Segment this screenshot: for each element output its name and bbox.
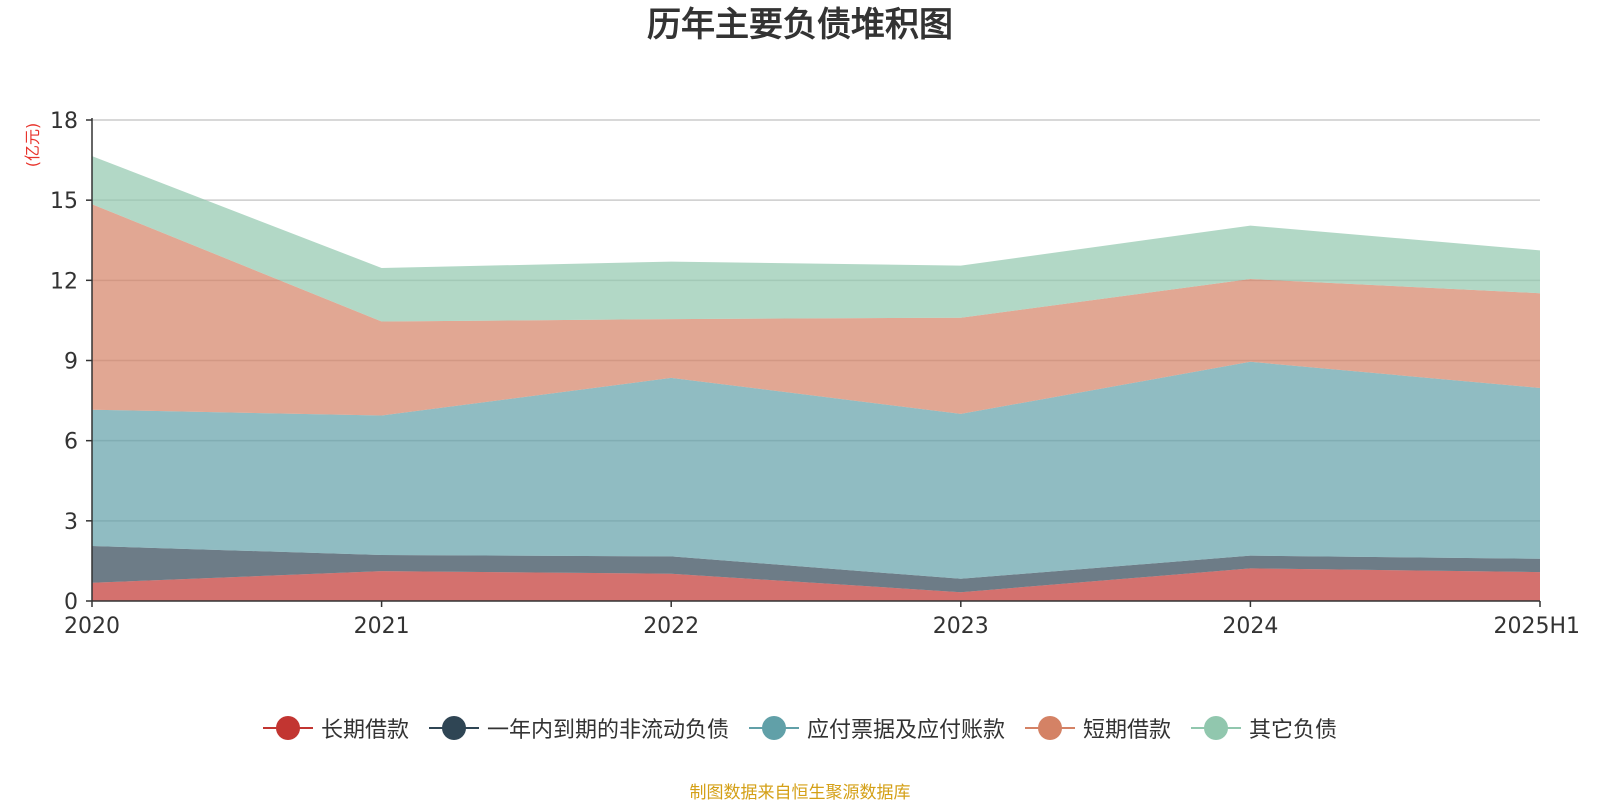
legend-marker-icon: [262, 715, 313, 741]
y-tick-label: 0: [64, 590, 78, 615]
legend-label: 短期借款: [1083, 718, 1172, 743]
legend: 长期借款 一年内到期的非流动负债 应付票据及应付账款 短期借款 其它负债: [0, 712, 1600, 744]
legend-label: 其它负债: [1249, 718, 1338, 743]
legend-item[interactable]: 一年内到期的非流动负债: [428, 712, 729, 744]
x-tick-label: 2024: [1222, 614, 1278, 639]
area-series-应付票据及应付账款: [92, 361, 1540, 579]
legend-item[interactable]: 短期借款: [1025, 712, 1171, 744]
axes: 0 3 6 9 12 15 18 2020 2021 2022 2023 2024 2025H1: [50, 109, 1580, 639]
legend-label: 应付票据及应付账款: [806, 718, 1005, 743]
y-tick-label: 12: [50, 269, 78, 294]
area-series: [92, 156, 1540, 601]
x-tick-label: 2021: [354, 614, 410, 639]
area-series-长期借款: [92, 568, 1540, 601]
y-axis-unit-label: (亿元): [23, 123, 42, 168]
area-series-短期借款: [92, 204, 1540, 416]
y-tick-label: 9: [64, 350, 78, 375]
legend-item[interactable]: 应付票据及应付账款: [748, 712, 1005, 744]
source-note: 制图数据来自恒生聚源数据库: [689, 783, 911, 803]
y-tick-label: 6: [64, 430, 78, 455]
x-tick-label: 2023: [933, 614, 989, 639]
legend-label: 长期借款: [320, 718, 409, 743]
legend-label: 一年内到期的非流动负债: [486, 718, 729, 743]
area-series-一年内到期的非流动负债: [92, 546, 1540, 593]
stacked-area-chart: 0 3 6 9 12 15 18 2020 2021 2022 2023 2024 2025H1 (亿元…: [23, 109, 1580, 639]
legend-marker-icon: [1191, 715, 1242, 741]
x-tick-label: 2025H1: [1493, 614, 1580, 639]
x-tick-label: 2020: [64, 614, 120, 639]
y-tick-label: 3: [64, 510, 78, 535]
area-series-其它负债: [92, 156, 1540, 322]
chart-title: 历年主要负债堆积图: [647, 5, 953, 45]
legend-marker-icon: [1025, 715, 1075, 741]
legend-marker-icon: [748, 715, 799, 741]
y-tick-label: 18: [50, 109, 78, 134]
x-tick-label: 2022: [643, 614, 699, 639]
legend-item[interactable]: 其它负债: [1191, 712, 1337, 744]
legend-marker-icon: [428, 715, 479, 741]
y-tick-label: 15: [50, 189, 78, 214]
legend-item[interactable]: 长期借款: [262, 712, 409, 744]
